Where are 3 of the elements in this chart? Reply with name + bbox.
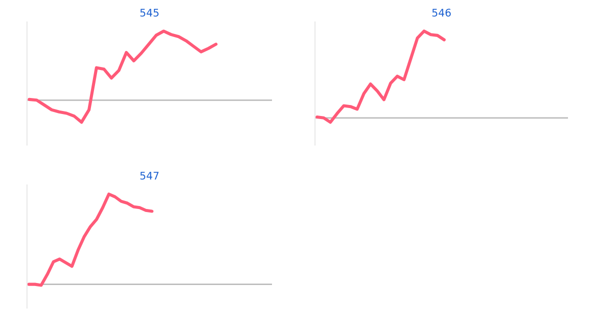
chart-title: 547 <box>140 172 159 180</box>
chart-title: 545 <box>140 8 159 17</box>
chart-title: 546 <box>432 8 451 17</box>
